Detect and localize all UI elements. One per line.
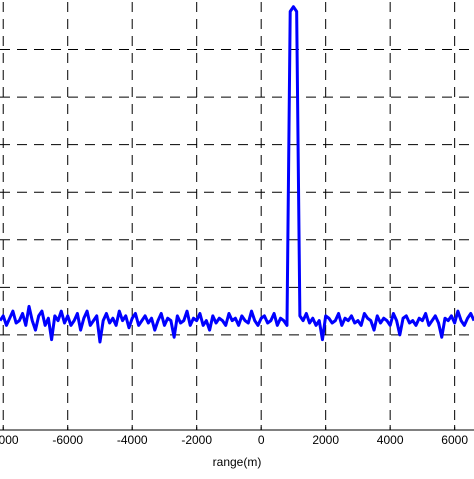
x-axis-label: range(m) [213, 455, 262, 469]
line-series [0, 5, 474, 344]
x-tick-label: 6000 [441, 433, 468, 447]
x-tick-label: 2000 [312, 433, 339, 447]
x-tick-label: -8000 [0, 433, 19, 447]
x-tick-label: 0 [258, 433, 265, 447]
x-tick-label: -4000 [117, 433, 148, 447]
x-tick-label: -2000 [181, 433, 212, 447]
x-tick-label: 4000 [377, 433, 404, 447]
x-tick-label: -6000 [52, 433, 83, 447]
